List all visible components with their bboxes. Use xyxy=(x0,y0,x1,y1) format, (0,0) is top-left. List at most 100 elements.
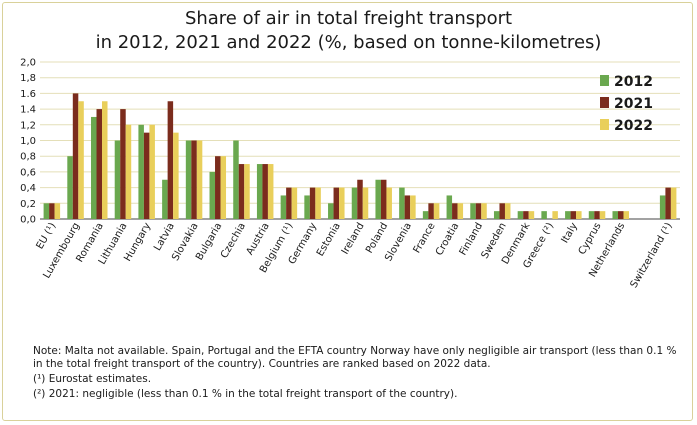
bar-2021 xyxy=(309,187,316,219)
bar-2012 xyxy=(162,179,168,219)
bar-2022 xyxy=(552,211,558,219)
category-label: Poland xyxy=(364,221,390,255)
note-greece: (²) 2021: negligible (less than 0.1 % in… xyxy=(33,388,458,400)
bar-2012 xyxy=(517,211,524,219)
bar-2012 xyxy=(612,211,618,219)
bar-2012 xyxy=(470,203,476,219)
bar-2022 xyxy=(362,187,369,219)
bar-2021 xyxy=(617,211,624,219)
bar-2022 xyxy=(291,187,298,219)
y-tick-label: 1,2 xyxy=(20,120,36,131)
bar-2021 xyxy=(333,187,340,219)
bar-2022 xyxy=(410,195,416,219)
bar-2021 xyxy=(570,211,577,219)
chart-notes: Note: Malta not available. Spain, Portug… xyxy=(33,345,683,403)
y-tick-label: 0,4 xyxy=(20,183,36,194)
bar-2012 xyxy=(304,195,310,219)
bar-2021 xyxy=(475,203,482,219)
bar-2022 xyxy=(267,164,274,219)
bar-2021 xyxy=(665,187,671,219)
bar-2022 xyxy=(528,211,535,219)
bar-2021 xyxy=(238,164,245,219)
bar-2012 xyxy=(375,179,381,219)
bar-chart: 0,0 0,2 0,4 0,6 0,8 1,0 1,2 1.4 1.6 1,8 2,0 EU (¹) L… xyxy=(20,58,680,290)
category-label: France xyxy=(412,221,438,255)
y-tick-label: 1,8 xyxy=(20,73,36,84)
bar-2021 xyxy=(404,195,411,219)
bar-2012 xyxy=(351,187,358,219)
bar-2012 xyxy=(138,124,144,219)
legend-swatch-2012 xyxy=(600,75,609,86)
legend-label-2012: 2012 xyxy=(614,74,653,90)
bar-2012 xyxy=(446,195,453,219)
y-tick-label: 0,2 xyxy=(20,199,36,210)
bar-2012 xyxy=(233,140,239,219)
bar-2022 xyxy=(433,203,440,219)
bar-2022 xyxy=(576,211,582,219)
bar-2012 xyxy=(209,171,216,219)
legend-label-2021: 2021 xyxy=(614,96,653,112)
y-tick-label: 0,6 xyxy=(20,167,36,178)
bar-2012 xyxy=(114,140,121,219)
bar-2012 xyxy=(659,195,666,219)
category-label: EU (¹) xyxy=(35,221,59,251)
bar-2021 xyxy=(143,132,150,219)
bar-2021 xyxy=(286,187,292,219)
bar-2012 xyxy=(67,156,73,219)
bar-2012 xyxy=(185,140,192,219)
chart-title-line-1: Share of air in total freight transport xyxy=(184,8,513,29)
y-tick-label: 1.6 xyxy=(20,89,36,100)
bar-2021 xyxy=(523,211,529,219)
bar-2022 xyxy=(244,164,250,219)
y-tick-label: 1.4 xyxy=(20,105,36,116)
bar-2022 xyxy=(196,140,203,219)
category-label: Ireland xyxy=(340,221,367,256)
bar-2022 xyxy=(315,187,321,219)
bar-2022 xyxy=(623,211,629,219)
bar-2021 xyxy=(262,164,268,219)
y-tick-label: 2,0 xyxy=(20,58,36,69)
bar-2021 xyxy=(215,156,221,219)
bar-2021 xyxy=(120,109,126,219)
bar-2022 xyxy=(457,203,464,219)
bar-2022 xyxy=(78,101,84,219)
bar-2022 xyxy=(599,211,606,219)
bar-2012 xyxy=(399,187,405,219)
category-label: Latvia xyxy=(152,221,177,253)
bar-2012 xyxy=(541,211,547,219)
legend-swatch-2022 xyxy=(600,119,609,130)
bar-2012 xyxy=(256,164,263,219)
legend-swatch-2021 xyxy=(600,97,609,108)
bar-2021 xyxy=(357,179,363,219)
y-tick-label: 0,8 xyxy=(20,152,36,163)
bar-2012 xyxy=(328,203,334,219)
bar-2021 xyxy=(594,211,600,219)
legend-label-2022: 2022 xyxy=(614,118,653,134)
bar-2022 xyxy=(481,203,487,219)
bar-2021 xyxy=(380,179,387,219)
bar-2012 xyxy=(280,195,287,219)
bar-2022 xyxy=(504,203,511,219)
bar-2021 xyxy=(72,93,79,219)
bar-2012 xyxy=(588,211,595,219)
bar-2022 xyxy=(149,124,155,219)
bar-2012 xyxy=(493,211,500,219)
category-label: Estonia xyxy=(315,221,343,258)
bar-2021 xyxy=(167,101,174,219)
bar-2022 xyxy=(102,101,108,219)
bar-2022 xyxy=(173,132,179,219)
bar-2022 xyxy=(220,156,227,219)
bar-2022 xyxy=(54,203,61,219)
category-label: Switzerland (¹) xyxy=(629,221,675,290)
bar-2021 xyxy=(499,203,505,219)
bar-2022 xyxy=(125,124,132,219)
note-eurostat-estimates: (¹) Eurostat estimates. xyxy=(33,373,152,385)
bar-2021 xyxy=(428,203,434,219)
bar-2012 xyxy=(91,116,97,219)
bar-2012 xyxy=(565,211,571,219)
bar-2022 xyxy=(670,187,677,219)
y-tick-label: 1,0 xyxy=(20,136,36,147)
bar-2021 xyxy=(96,109,103,219)
bar-2021 xyxy=(49,203,55,219)
bar-2021 xyxy=(452,203,458,219)
